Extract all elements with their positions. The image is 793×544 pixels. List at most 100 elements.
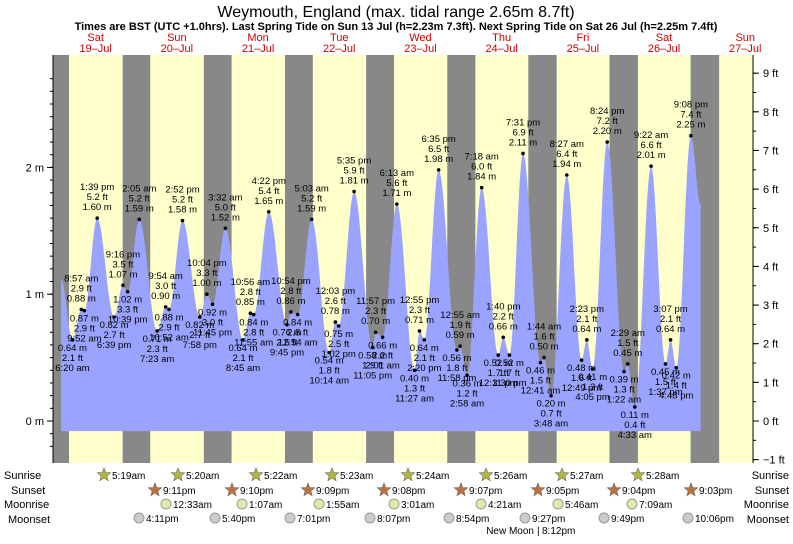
moonset-icon bbox=[443, 512, 455, 524]
tide-time-label: 4:48 pm bbox=[659, 391, 693, 402]
tide-m-label: 0.86 m bbox=[276, 296, 305, 307]
tide-point bbox=[564, 173, 569, 177]
tide-time-label: 6:35 pm bbox=[421, 134, 455, 145]
tide-m-label: 0.82 m bbox=[100, 320, 129, 331]
tide-m-label: 1.02 m bbox=[113, 295, 142, 306]
tide-time-label: 1:40 pm bbox=[486, 301, 520, 312]
row-label-moonrise-right: Moonrise bbox=[744, 499, 789, 511]
tide-ft-label: 0.7 ft bbox=[540, 409, 561, 420]
tide-time-label: 2:01 am bbox=[365, 360, 399, 371]
tide-time-label: 1:39 pm bbox=[80, 182, 114, 193]
tide-time-label: 11:45 pm bbox=[193, 327, 232, 338]
tide-m-label: 0.87 m bbox=[70, 314, 99, 325]
tide-m-label: 0.88 m bbox=[67, 293, 96, 304]
tide-time-label: 12:41 am bbox=[521, 386, 561, 397]
tide-point bbox=[542, 355, 546, 360]
tide-ft-label: 2.9 ft bbox=[71, 283, 92, 294]
day-label-date: 22–Jul bbox=[323, 43, 355, 55]
sunrise-time: 5:23am bbox=[340, 471, 373, 482]
tide-ft-label: 1.5 ft bbox=[617, 338, 638, 349]
tide-point bbox=[417, 329, 422, 333]
tide-m-label: 0.40 m bbox=[400, 373, 429, 384]
tide-m-label: 0.42 m bbox=[662, 371, 691, 382]
day-label-date: 25–Jul bbox=[567, 43, 599, 55]
tide-time-label: 1:37 pm bbox=[648, 387, 682, 398]
tide-point bbox=[137, 217, 142, 222]
tide-time-label: 3:30 pm bbox=[492, 378, 526, 389]
day-label-dow: Wed bbox=[409, 32, 431, 44]
tide-ft-label: 2.2 ft bbox=[493, 311, 514, 322]
tide-m-label: 0.58 m bbox=[358, 350, 387, 361]
tide-time-label: 12:54 am bbox=[278, 337, 318, 348]
sunset-icon bbox=[224, 482, 240, 497]
tide-point bbox=[223, 226, 228, 231]
tide-labels: 0.64 m2.1 ft6:20 am8:57 am2.9 ft0.88 m0.… bbox=[55, 100, 708, 441]
moonset-icon bbox=[133, 512, 145, 524]
tide-point bbox=[167, 307, 171, 312]
day-label-date: 27–Jul bbox=[729, 43, 761, 55]
tide-m-label: 0.70 m bbox=[361, 316, 390, 327]
moonset-time: 7:01pm bbox=[297, 514, 330, 525]
sunrise-icon bbox=[170, 467, 186, 482]
tide-ft-label: 3.3 ft bbox=[196, 268, 217, 279]
tide-time-label: 7:31 pm bbox=[506, 117, 540, 128]
tide-time-label: 10:14 am bbox=[309, 376, 349, 387]
tide-time-label: 4:05 pm bbox=[575, 392, 609, 403]
day-label-dow: Mon bbox=[247, 32, 268, 44]
tide-point bbox=[373, 330, 378, 335]
tide-ft-label: 6.4 ft bbox=[556, 149, 577, 160]
tide-ft-label: 2.5 ft bbox=[276, 338, 297, 349]
row-label-sunrise-left: Sunrise bbox=[4, 470, 41, 482]
tide-ft-label: 1.2 ft bbox=[456, 388, 477, 399]
tide-m-label: 0.52 m bbox=[495, 358, 524, 369]
sunset-time: 9:03pm bbox=[699, 486, 732, 497]
tide-m-label: 0.71 m bbox=[143, 334, 172, 345]
tide-ft-label: 2.2 ft bbox=[372, 350, 393, 361]
tide-m-label: 2.20 m bbox=[593, 126, 622, 137]
tide-ft-label: 1.9 ft bbox=[362, 360, 383, 371]
day-label-dow: Sat bbox=[87, 32, 104, 44]
tide-point bbox=[590, 367, 595, 371]
sunrise-icon bbox=[478, 467, 494, 482]
tide-time-label: 6:39 pm bbox=[97, 340, 131, 351]
tide-ft-label: 2.8 ft bbox=[243, 327, 264, 338]
tide-point bbox=[422, 338, 427, 342]
tide-ft-label: 1.7 ft bbox=[499, 368, 520, 379]
moonset-time: 5:40pm bbox=[222, 514, 255, 525]
tide-ft-label: 1.3 ft bbox=[404, 383, 425, 394]
day-labels: Sat19–JulSun20–JulMon21–JulTue22–JulWed2… bbox=[79, 32, 761, 55]
tide-time-label: 9:45 pm bbox=[270, 348, 304, 359]
tide-ft-label: 5.2 ft bbox=[87, 192, 108, 203]
tide-m-label: 1.59 m bbox=[297, 203, 326, 214]
tide-time-label: 9:54 am bbox=[149, 271, 183, 282]
sunset-time: 9:05pm bbox=[546, 486, 579, 497]
tide-m-label: 0.46 m bbox=[526, 366, 555, 377]
tide-time-label: 9:52 am bbox=[67, 334, 101, 345]
day-label-date: 24–Jul bbox=[485, 43, 517, 55]
tide-ft-label: 1.3 ft bbox=[613, 385, 634, 396]
tide-time-label: 2:29 am bbox=[611, 328, 645, 339]
tide-point bbox=[674, 365, 679, 370]
moonrise-icon bbox=[552, 498, 564, 510]
tide-time-label: 2:20 pm bbox=[407, 363, 441, 374]
tide-time-label: 1:44 am bbox=[527, 322, 561, 333]
tide-point bbox=[436, 168, 441, 172]
tide-ft-label: 2.3 ft bbox=[147, 344, 168, 355]
tide-m-label: 1.52 m bbox=[211, 212, 240, 223]
tide-m-label: 0.64 m bbox=[58, 343, 87, 354]
tide-ft-label: 2.8 ft bbox=[287, 327, 308, 338]
sunset-icon bbox=[530, 482, 546, 497]
tide-ft-label: 1.7 ft bbox=[488, 368, 509, 379]
tide-m-label: 0.75 m bbox=[324, 329, 353, 340]
tide-time-label: 2:58 am bbox=[450, 398, 484, 409]
tide-point bbox=[622, 369, 626, 374]
tide-m-label: 0.41 m bbox=[578, 372, 607, 383]
tide-ft-label: 3.3 ft bbox=[117, 305, 138, 316]
tide-time-label: 9:08 pm bbox=[674, 100, 708, 111]
tide-m-label: 0.66 m bbox=[368, 340, 397, 351]
moonrise-time: 4:21am bbox=[488, 500, 521, 511]
tide-ft-label: 6.6 ft bbox=[641, 140, 662, 151]
tide-ft-label: 1.5 ft bbox=[530, 376, 551, 387]
sunset-time: 9:07pm bbox=[469, 486, 502, 497]
tide-point bbox=[163, 305, 168, 309]
